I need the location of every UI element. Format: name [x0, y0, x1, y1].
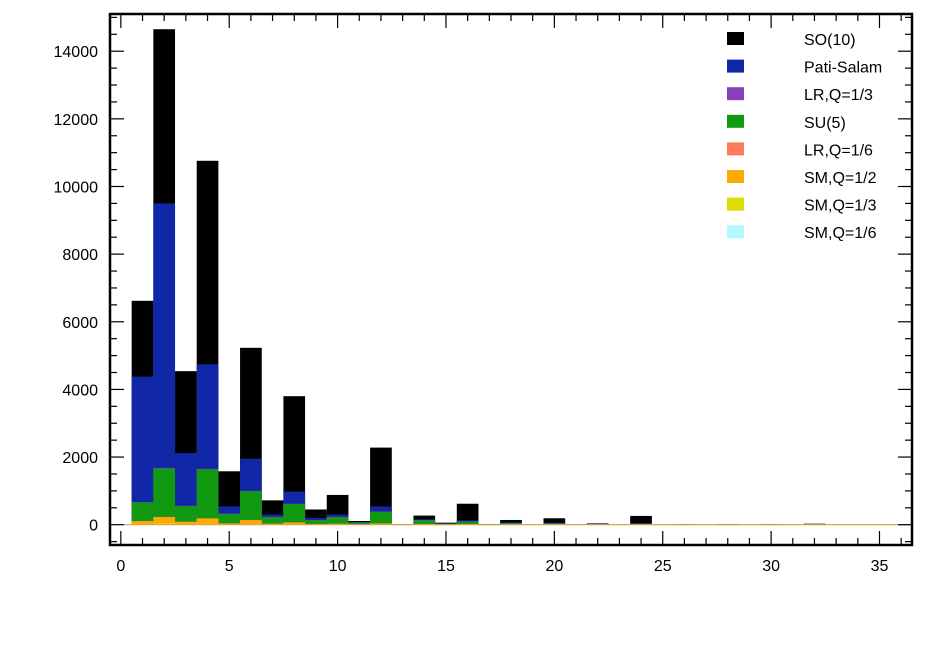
bar-pati-salam-bin-1 — [131, 376, 154, 525]
legend-label: Pati-Salam — [804, 60, 882, 77]
legend-swatch — [727, 225, 744, 239]
bar-so-10--bin-12 — [370, 447, 392, 525]
bar-su-5--bin-6 — [240, 491, 262, 525]
legend-label: SU(5) — [804, 115, 846, 132]
y-tick-label: 12000 — [54, 112, 99, 129]
legend-swatch — [727, 59, 744, 73]
bar-su-5--bin-12 — [370, 511, 392, 525]
bar-su-5--bin-1 — [131, 502, 154, 525]
y-tick-label: 0 — [89, 518, 98, 535]
legend-swatch — [727, 114, 744, 128]
legend-swatch — [727, 32, 744, 45]
y-tick-label: 6000 — [62, 315, 98, 332]
bar-sm-q-1-2-bin-4 — [196, 518, 219, 525]
bar-sm-q-1-2-bin-3 — [175, 522, 197, 525]
bars-layer — [131, 29, 912, 525]
bar-sm-q-1-2-bin-1 — [131, 521, 154, 525]
x-tick-label: 20 — [545, 558, 563, 575]
legend-label: SM,Q=1/3 — [804, 198, 877, 215]
bar-su-5--bin-4 — [196, 469, 219, 525]
bar-su-5--bin-3 — [175, 506, 197, 525]
legend-swatch — [727, 87, 744, 101]
bar-su-5--bin-8 — [283, 504, 306, 525]
legend-label: LR,Q=1/3 — [804, 87, 873, 104]
bar-so-10--bin-20 — [543, 518, 566, 525]
legend-swatch — [727, 170, 744, 183]
bar-pati-salam-bin-2 — [153, 203, 176, 525]
bar-sm-q-1-2-bin-6 — [240, 520, 262, 525]
bar-so-10--bin-16 — [456, 503, 479, 525]
axes-layer: 0 5 10 15 20 25 30 35 0 2000 4000 6000 8000 10000 1200… — [54, 12, 914, 575]
bar-su-5--bin-10 — [326, 517, 349, 525]
legend-swatch — [727, 142, 744, 156]
y-tick-label: 4000 — [62, 382, 98, 399]
bar-so-10--bin-24 — [630, 515, 652, 525]
bar-sm-q-1-2-bin-8 — [283, 522, 306, 525]
bar-su-5--bin-14 — [413, 520, 436, 525]
legend-label: LR,Q=1/6 — [804, 142, 873, 159]
bar-su-5--bin-9 — [305, 520, 327, 525]
bar-su-5--bin-2 — [153, 468, 176, 525]
bar-su-5--bin-11 — [348, 522, 371, 525]
bar-sm-q-1-2-bin-2 — [153, 517, 176, 525]
x-tick-label: 25 — [654, 558, 672, 575]
x-tick-label: 0 — [116, 558, 125, 575]
y-tick-label: 8000 — [62, 247, 98, 264]
legend-label: SO(10) — [804, 32, 856, 49]
bar-su-5--bin-16 — [456, 521, 479, 525]
bar-sm-q-1-3-bin-2 — [153, 523, 176, 525]
x-tick-label: 15 — [437, 558, 455, 575]
bar-su-5--bin-18 — [500, 523, 522, 525]
legend-swatch — [727, 197, 744, 211]
bar-su-5--bin-5 — [218, 513, 241, 525]
x-tick-label: 5 — [225, 558, 234, 575]
y-tick-label: 14000 — [54, 44, 99, 61]
x-tick-label: 10 — [329, 558, 347, 575]
y-tick-label: 2000 — [62, 450, 98, 467]
legend-label: SM,Q=1/6 — [804, 225, 877, 242]
y-tick-label: 10000 — [54, 179, 99, 196]
legend: SO(10) Pati-Salam LR,Q=1/3 SU(5) LR,Q=1/6 SM,… — [727, 32, 882, 242]
bar-su-5--bin-7 — [261, 517, 284, 525]
x-tick-label: 30 — [762, 558, 780, 575]
x-tick-label: 35 — [871, 558, 889, 575]
legend-label: SM,Q=1/2 — [804, 170, 877, 187]
